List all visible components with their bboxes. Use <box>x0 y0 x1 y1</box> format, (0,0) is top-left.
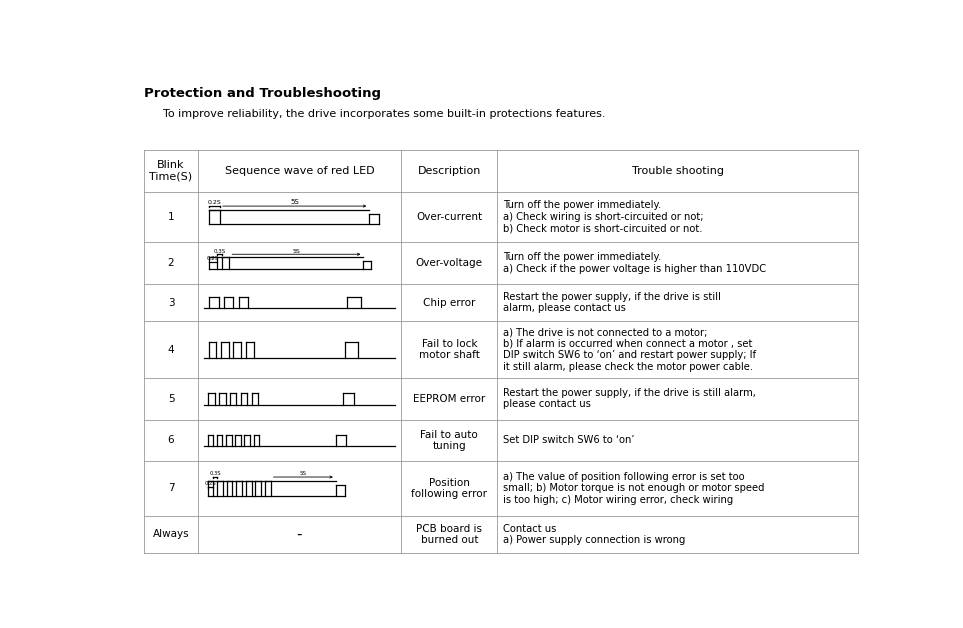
Text: 3: 3 <box>168 298 174 308</box>
Text: Fail to lock
motor shaft: Fail to lock motor shaft <box>419 339 480 360</box>
Text: 5S: 5S <box>299 471 307 476</box>
Text: Always: Always <box>153 529 190 539</box>
Text: 6: 6 <box>168 435 174 445</box>
Text: Turn off the power immediately.
a) Check if the power voltage is higher than 110: Turn off the power immediately. a) Check… <box>503 252 766 274</box>
Text: 0.3S: 0.3S <box>214 249 225 254</box>
Text: 2: 2 <box>168 258 174 268</box>
Text: 5S: 5S <box>293 249 300 254</box>
Text: 1: 1 <box>168 212 174 222</box>
Text: 5: 5 <box>168 394 174 404</box>
Text: To improve reliability, the drive incorporates some built-in protections feature: To improve reliability, the drive incorp… <box>163 109 606 119</box>
Text: Fail to auto
tuning: Fail to auto tuning <box>421 430 479 451</box>
Text: Over-voltage: Over-voltage <box>416 258 482 268</box>
Text: 0.2S: 0.2S <box>207 256 220 261</box>
Text: 5S: 5S <box>290 199 299 205</box>
Text: Contact us
a) Power supply connection is wrong: Contact us a) Power supply connection is… <box>503 524 685 545</box>
Text: Blink
Time(S): Blink Time(S) <box>149 160 193 182</box>
Text: 7: 7 <box>168 484 174 494</box>
Text: Restart the power supply, if the drive is still alarm,
please contact us: Restart the power supply, if the drive i… <box>503 388 756 409</box>
Text: Description: Description <box>418 166 481 176</box>
Text: 0.2S: 0.2S <box>204 481 217 486</box>
Text: a) The drive is not connected to a motor;
b) If alarm is occurred when connect a: a) The drive is not connected to a motor… <box>503 327 756 372</box>
Text: Sequence wave of red LED: Sequence wave of red LED <box>224 166 375 176</box>
Text: 0.3S: 0.3S <box>209 471 221 476</box>
Text: Chip error: Chip error <box>423 298 476 308</box>
Text: Position
following error: Position following error <box>411 478 487 499</box>
Text: 4: 4 <box>168 345 174 355</box>
Text: Set DIP switch SW6 to ‘on’: Set DIP switch SW6 to ‘on’ <box>503 435 635 445</box>
Text: -: - <box>297 527 302 542</box>
Text: Over-current: Over-current <box>416 212 482 222</box>
Text: Protection and Troubleshooting: Protection and Troubleshooting <box>144 87 381 100</box>
Text: Turn off the power immediately.
a) Check wiring is short-circuited or not;
b) Ch: Turn off the power immediately. a) Check… <box>503 200 703 234</box>
Text: 0.2S: 0.2S <box>208 200 221 205</box>
Text: PCB board is
burned out: PCB board is burned out <box>416 524 482 545</box>
Text: EEPROM error: EEPROM error <box>413 394 485 404</box>
Text: Restart the power supply, if the drive is still
alarm, please contact us: Restart the power supply, if the drive i… <box>503 292 720 313</box>
Text: Trouble shooting: Trouble shooting <box>632 166 723 176</box>
Text: a) The value of position following error is set too
small; b) Motor torque is no: a) The value of position following error… <box>503 472 765 505</box>
